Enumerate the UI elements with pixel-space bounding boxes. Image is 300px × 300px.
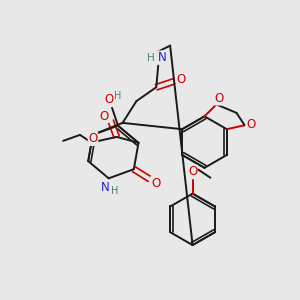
Text: N: N <box>101 181 110 194</box>
Text: O: O <box>151 176 160 190</box>
Text: O: O <box>188 165 197 178</box>
Text: H: H <box>111 186 118 196</box>
Text: O: O <box>88 132 98 146</box>
Text: H: H <box>147 53 155 64</box>
Text: H: H <box>114 91 122 101</box>
Text: N: N <box>158 51 167 64</box>
Text: O: O <box>99 110 108 123</box>
Text: O: O <box>215 92 224 105</box>
Text: O: O <box>176 73 186 86</box>
Text: O: O <box>246 118 255 131</box>
Text: O: O <box>104 93 114 106</box>
